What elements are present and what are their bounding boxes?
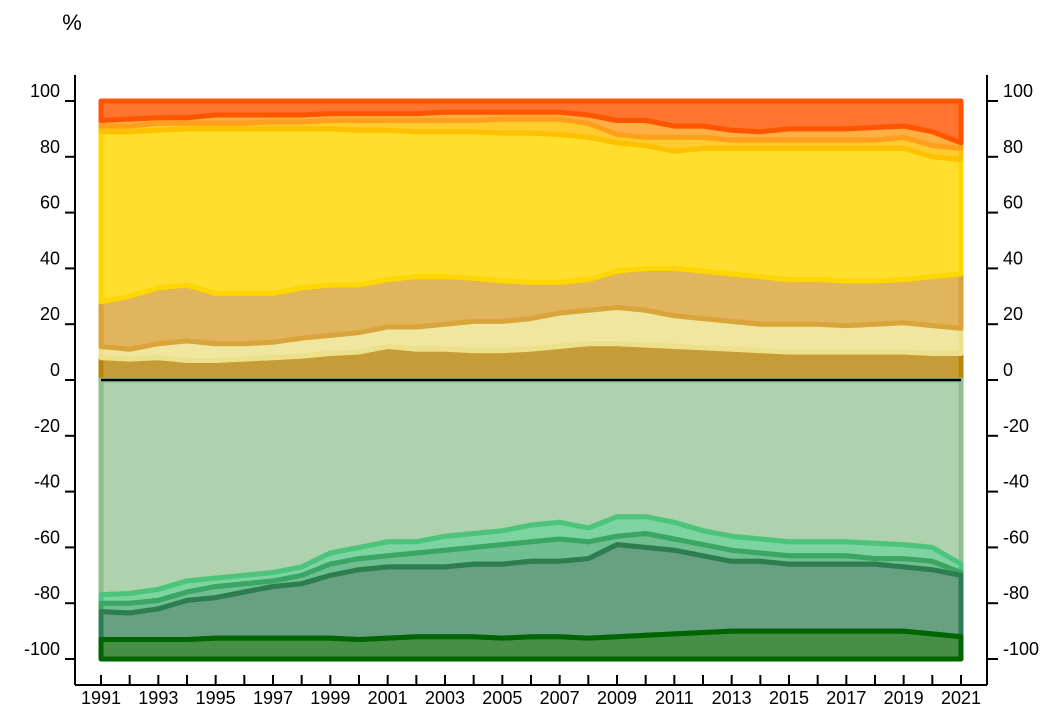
y-tick-label-right: 40 (1003, 248, 1023, 268)
y-tick-label-right: -20 (1003, 416, 1029, 436)
y-tick-label-left: 40 (40, 248, 60, 268)
x-tick-label: 1993 (138, 688, 178, 708)
y-tick-label-right: -60 (1003, 527, 1029, 547)
x-tick-label: 1995 (196, 688, 236, 708)
x-tick-label: 2021 (941, 688, 981, 708)
y-tick-label-left: -100 (24, 639, 60, 659)
y-tick-label-left: 60 (40, 193, 60, 213)
y-tick-label-right: 100 (1003, 81, 1033, 101)
x-tick-label: 2007 (540, 688, 580, 708)
y-tick-label-right: -40 (1003, 472, 1029, 492)
x-tick-label: 2013 (712, 688, 752, 708)
y-tick-label-left: 20 (40, 304, 60, 324)
positive-areas (98, 98, 964, 383)
axes: 100 100 80 80 60 60 40 40 20 20 0 0 -20 -20 -40 -40 -60 -… (24, 75, 1039, 708)
x-tick-label: 1997 (253, 688, 293, 708)
x-tick-label: 2001 (368, 688, 408, 708)
x-tick-label: 1999 (310, 688, 350, 708)
x-tick-label: 2011 (655, 688, 694, 708)
y-tick-label-left: -40 (34, 472, 60, 492)
y-tick-label-right: -100 (1003, 639, 1039, 659)
x-tick-label: 2009 (597, 688, 637, 708)
unit-label: % (62, 10, 82, 35)
y-tick-label-left: -20 (34, 416, 60, 436)
x-tick-label: 2005 (482, 688, 522, 708)
y-tick-label-left: 100 (30, 81, 60, 101)
x-tick-label: 2017 (826, 688, 866, 708)
y-tick-label-right: 80 (1003, 137, 1023, 157)
x-tick-label: 1991 (81, 688, 121, 708)
negative-area-band-5 (98, 628, 964, 662)
y-tick-label-right: 20 (1003, 304, 1023, 324)
positive-area-band-7 (98, 98, 964, 146)
y-tick-label-left: 80 (40, 137, 60, 157)
negative-areas (98, 377, 964, 662)
y-tick-label-right: 60 (1003, 193, 1023, 213)
x-tick-label: 2019 (884, 688, 924, 708)
positive-area-band-4 (98, 126, 964, 305)
y-tick-label-left: 0 (50, 360, 60, 380)
y-tick-label-right: 0 (1003, 360, 1013, 380)
x-tick-label: 2003 (425, 688, 465, 708)
y-tick-label-left: -80 (34, 583, 60, 603)
y-tick-label-right: -80 (1003, 583, 1029, 603)
x-tick-label: 2015 (769, 688, 809, 708)
y-tick-label-left: -60 (34, 527, 60, 547)
